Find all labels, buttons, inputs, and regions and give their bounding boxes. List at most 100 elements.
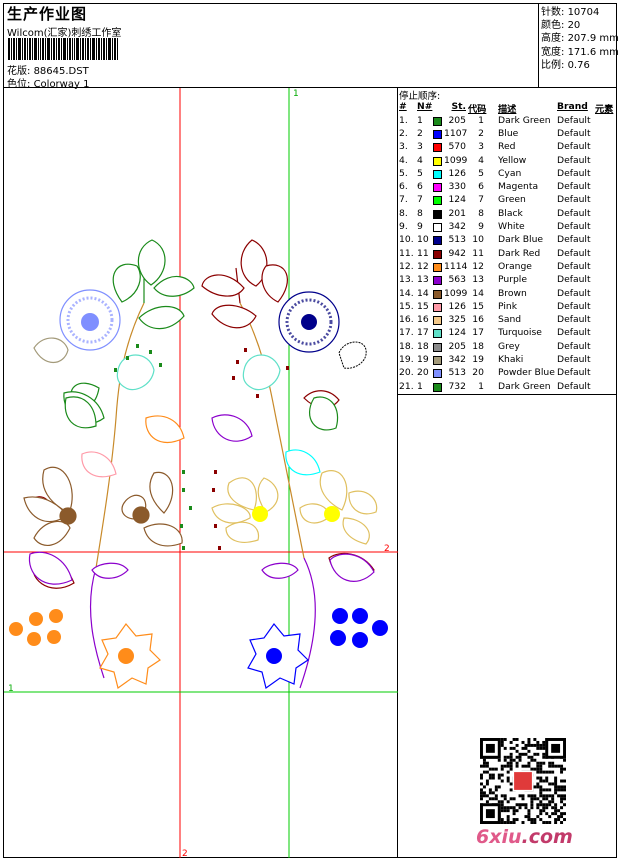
cell-idx: 10. xyxy=(399,234,414,246)
cell-st: 325 xyxy=(448,314,466,326)
flower-orange-star xyxy=(99,623,161,690)
cell-idx: 2. xyxy=(399,127,408,139)
cell-n: 6 xyxy=(417,181,423,193)
color-swatch xyxy=(433,316,442,326)
table-row: 12. 12 1114 12 Orange Default xyxy=(398,261,617,274)
cell-code: 3 xyxy=(478,141,484,153)
cell-code: 9 xyxy=(478,221,484,232)
design-file-line: 花版: 88645.DST xyxy=(7,62,89,77)
color-swatch xyxy=(433,276,442,286)
cell-idx: 12. xyxy=(399,260,414,272)
guide-lines: 1 2 2 1 xyxy=(4,88,398,858)
cell-st: 570 xyxy=(448,141,466,153)
cell-idx: 19. xyxy=(399,354,414,365)
cell-idx: 14. xyxy=(399,287,414,299)
accents-green xyxy=(114,344,192,550)
table-row: 17. 17 124 17 Turquoise Default xyxy=(398,327,617,340)
table-row: 21. 1 732 1 Dark Green Default xyxy=(398,381,617,394)
cell-n: 12 xyxy=(417,260,429,272)
flower-khaki xyxy=(33,337,69,364)
color-swatch xyxy=(433,329,442,339)
color-swatch xyxy=(433,302,442,312)
cell-desc: Magenta xyxy=(498,181,539,193)
table-row: 10. 10 513 10 Dark Blue Default xyxy=(398,234,617,247)
cell-desc: Red xyxy=(498,141,516,153)
cell-desc: Khaki xyxy=(498,354,524,365)
design-stats: 针数: 10704 颜色: 20 高度: 207.9 mm 宽度: 171.6 … xyxy=(541,6,619,72)
cell-idx: 16. xyxy=(399,314,414,326)
cell-desc: Dark Blue xyxy=(498,234,544,246)
cell-brand: Default xyxy=(557,260,591,272)
stem-left-upper xyxy=(95,302,145,569)
design-panel xyxy=(3,87,398,858)
cell-st: 1107 xyxy=(444,127,468,139)
cell-brand: Default xyxy=(557,354,591,365)
cell-n: 11 xyxy=(417,247,429,259)
cell-idx: 21. xyxy=(399,380,414,392)
cell-brand: Default xyxy=(557,287,591,299)
cell-code: 15 xyxy=(472,300,484,312)
cell-st: 732 xyxy=(448,380,466,392)
cell-brand: Default xyxy=(557,340,591,352)
flower-sand-left xyxy=(211,477,279,543)
cell-code: 8 xyxy=(478,207,484,219)
table-row: 5. 5 126 5 Cyan Default xyxy=(398,168,617,181)
cell-code: 4 xyxy=(478,154,484,166)
sheet-frame xyxy=(3,3,617,858)
cell-brand: Default xyxy=(557,141,591,153)
cell-st: 513 xyxy=(448,367,466,379)
company-name: Wilcom(汇家)刺绣工作室 xyxy=(7,28,122,39)
cell-code: 19 xyxy=(472,354,484,365)
guide-label-v-red: 2 xyxy=(182,849,188,858)
sheet-title: 生产作业图 xyxy=(7,5,88,23)
cell-idx: 13. xyxy=(399,274,414,286)
cell-n: 15 xyxy=(417,300,429,312)
leaf-pink xyxy=(81,451,117,478)
header-bottom-rule xyxy=(3,87,617,88)
heart-outline xyxy=(338,341,367,369)
cell-st: 330 xyxy=(448,181,466,193)
table-row: 16. 16 325 16 Sand Default xyxy=(398,314,617,327)
leaf-purple-small-right xyxy=(261,562,299,579)
cell-code: 6 xyxy=(478,181,484,193)
cell-desc: Cyan xyxy=(498,167,522,179)
cell-desc: Green xyxy=(498,194,526,206)
flower-powder-blue xyxy=(59,289,121,351)
cell-code: 16 xyxy=(472,314,484,326)
table-row: 14. 14 1099 14 Brown Default xyxy=(398,288,617,301)
flower-blue-star xyxy=(247,623,309,690)
cell-idx: 9. xyxy=(399,221,408,232)
table-row: 18. 18 205 18 Grey Default xyxy=(398,341,617,354)
cell-n: 1 xyxy=(417,380,423,392)
cell-brand: Default xyxy=(557,327,591,339)
cell-idx: 7. xyxy=(399,194,408,206)
stop-sequence-title: 停止顺序: xyxy=(399,91,441,102)
table-row: 19. 19 342 19 Khaki Default xyxy=(398,354,617,367)
colorway-label: 色位: xyxy=(7,79,31,90)
cell-desc: Yellow xyxy=(498,154,527,166)
cell-desc: Black xyxy=(498,207,523,219)
cell-st: 342 xyxy=(448,221,466,232)
colorway-line: 色位: Colorway 1 xyxy=(7,75,89,90)
cell-code: 10 xyxy=(472,234,484,246)
cell-brand: Default xyxy=(557,300,591,312)
cell-desc: Brown xyxy=(498,287,527,299)
color-swatch xyxy=(433,116,442,126)
guide-label-h-red: 2 xyxy=(384,544,390,554)
cell-brand: Default xyxy=(557,247,591,259)
cell-brand: Default xyxy=(557,234,591,246)
cell-desc: Turquoise xyxy=(498,327,542,339)
table-row: 20. 20 513 20 Powder Blue Default xyxy=(398,367,617,380)
cell-n: 3 xyxy=(417,141,423,153)
header-divider xyxy=(538,3,539,87)
color-swatch xyxy=(433,169,442,179)
cell-n: 20 xyxy=(417,367,429,379)
guide-label-h-green: 1 xyxy=(8,684,14,694)
stem-right-lower xyxy=(299,557,316,689)
flower-brown-right xyxy=(121,471,183,547)
cell-desc: Orange xyxy=(498,260,532,272)
cell-st: 1114 xyxy=(444,260,468,272)
cell-idx: 6. xyxy=(399,181,408,193)
stem-left-lower xyxy=(89,567,105,679)
leaf-purple-small-left xyxy=(91,562,129,579)
